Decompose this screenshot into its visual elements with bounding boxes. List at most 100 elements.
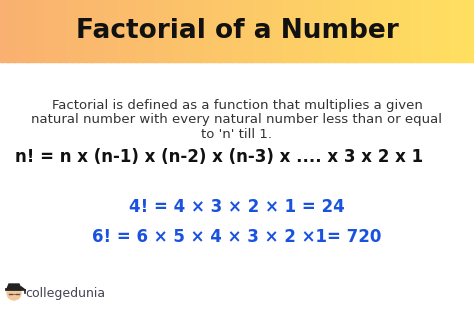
Bar: [453, 0, 456, 62]
Bar: [31, 0, 34, 62]
Bar: [204, 0, 207, 62]
Bar: [405, 0, 408, 62]
Bar: [47, 0, 50, 62]
Bar: [17, 0, 19, 62]
Bar: [457, 0, 460, 62]
Bar: [28, 0, 31, 62]
Bar: [434, 0, 437, 62]
Bar: [268, 0, 271, 62]
Bar: [194, 0, 197, 62]
Bar: [396, 0, 399, 62]
Bar: [467, 0, 470, 62]
Bar: [100, 0, 102, 62]
Bar: [389, 0, 392, 62]
Bar: [130, 0, 133, 62]
Bar: [417, 0, 420, 62]
Bar: [12, 0, 15, 62]
Bar: [197, 0, 200, 62]
Bar: [401, 0, 403, 62]
Text: 6! = 6 × 5 × 4 × 3 × 2 ×1= 720: 6! = 6 × 5 × 4 × 3 × 2 ×1= 720: [92, 228, 382, 246]
Bar: [45, 0, 48, 62]
Bar: [412, 0, 415, 62]
Bar: [237, 0, 240, 62]
Bar: [19, 0, 22, 62]
Bar: [14, 0, 17, 62]
Bar: [450, 0, 453, 62]
Bar: [126, 0, 128, 62]
Text: 4! = 4 × 3 × 2 × 1 = 24: 4! = 4 × 3 × 2 × 1 = 24: [129, 198, 345, 216]
Bar: [469, 0, 472, 62]
Bar: [287, 0, 290, 62]
Bar: [360, 0, 363, 62]
Bar: [178, 0, 181, 62]
Bar: [159, 0, 162, 62]
Bar: [24, 0, 27, 62]
Bar: [391, 0, 394, 62]
Bar: [289, 0, 292, 62]
Bar: [261, 0, 264, 62]
Bar: [294, 0, 297, 62]
Bar: [398, 0, 401, 62]
Bar: [235, 0, 237, 62]
Bar: [225, 0, 228, 62]
Bar: [180, 0, 183, 62]
Bar: [301, 0, 304, 62]
Bar: [133, 0, 136, 62]
Bar: [296, 0, 299, 62]
Bar: [55, 0, 57, 62]
Bar: [88, 0, 91, 62]
Bar: [85, 0, 88, 62]
Bar: [26, 0, 29, 62]
Bar: [436, 0, 439, 62]
Bar: [33, 0, 36, 62]
Bar: [315, 0, 318, 62]
Bar: [263, 0, 266, 62]
Bar: [81, 0, 83, 62]
Bar: [137, 0, 140, 62]
Text: natural number with every natural number less than or equal: natural number with every natural number…: [31, 113, 443, 127]
Bar: [109, 0, 112, 62]
Bar: [192, 0, 195, 62]
Bar: [265, 0, 268, 62]
Bar: [374, 0, 377, 62]
Bar: [465, 0, 467, 62]
Bar: [280, 0, 283, 62]
Text: Factorial of a Number: Factorial of a Number: [76, 18, 398, 44]
Bar: [190, 0, 192, 62]
Bar: [161, 0, 164, 62]
Bar: [325, 0, 328, 62]
Bar: [244, 0, 247, 62]
Bar: [363, 0, 365, 62]
Bar: [97, 0, 100, 62]
Bar: [232, 0, 235, 62]
Bar: [135, 0, 138, 62]
Bar: [419, 0, 422, 62]
Text: n! = n x (n-1) x (n-2) x (n-3) x .... x 3 x 2 x 1: n! = n x (n-1) x (n-2) x (n-3) x .... x …: [15, 148, 423, 166]
Bar: [365, 0, 368, 62]
Bar: [213, 0, 216, 62]
Bar: [415, 0, 418, 62]
Bar: [322, 0, 325, 62]
Bar: [270, 0, 273, 62]
Bar: [142, 0, 145, 62]
Bar: [173, 0, 176, 62]
Bar: [223, 0, 226, 62]
Bar: [9, 0, 12, 62]
Bar: [386, 0, 389, 62]
Bar: [168, 0, 171, 62]
Bar: [123, 0, 126, 62]
Bar: [346, 0, 349, 62]
Bar: [118, 0, 121, 62]
Bar: [43, 0, 46, 62]
Bar: [460, 0, 463, 62]
Bar: [242, 0, 245, 62]
Bar: [254, 0, 256, 62]
Bar: [201, 0, 204, 62]
Bar: [424, 0, 427, 62]
Bar: [431, 0, 434, 62]
Bar: [441, 0, 444, 62]
Bar: [102, 0, 105, 62]
Bar: [147, 0, 150, 62]
Bar: [69, 0, 72, 62]
Bar: [448, 0, 451, 62]
